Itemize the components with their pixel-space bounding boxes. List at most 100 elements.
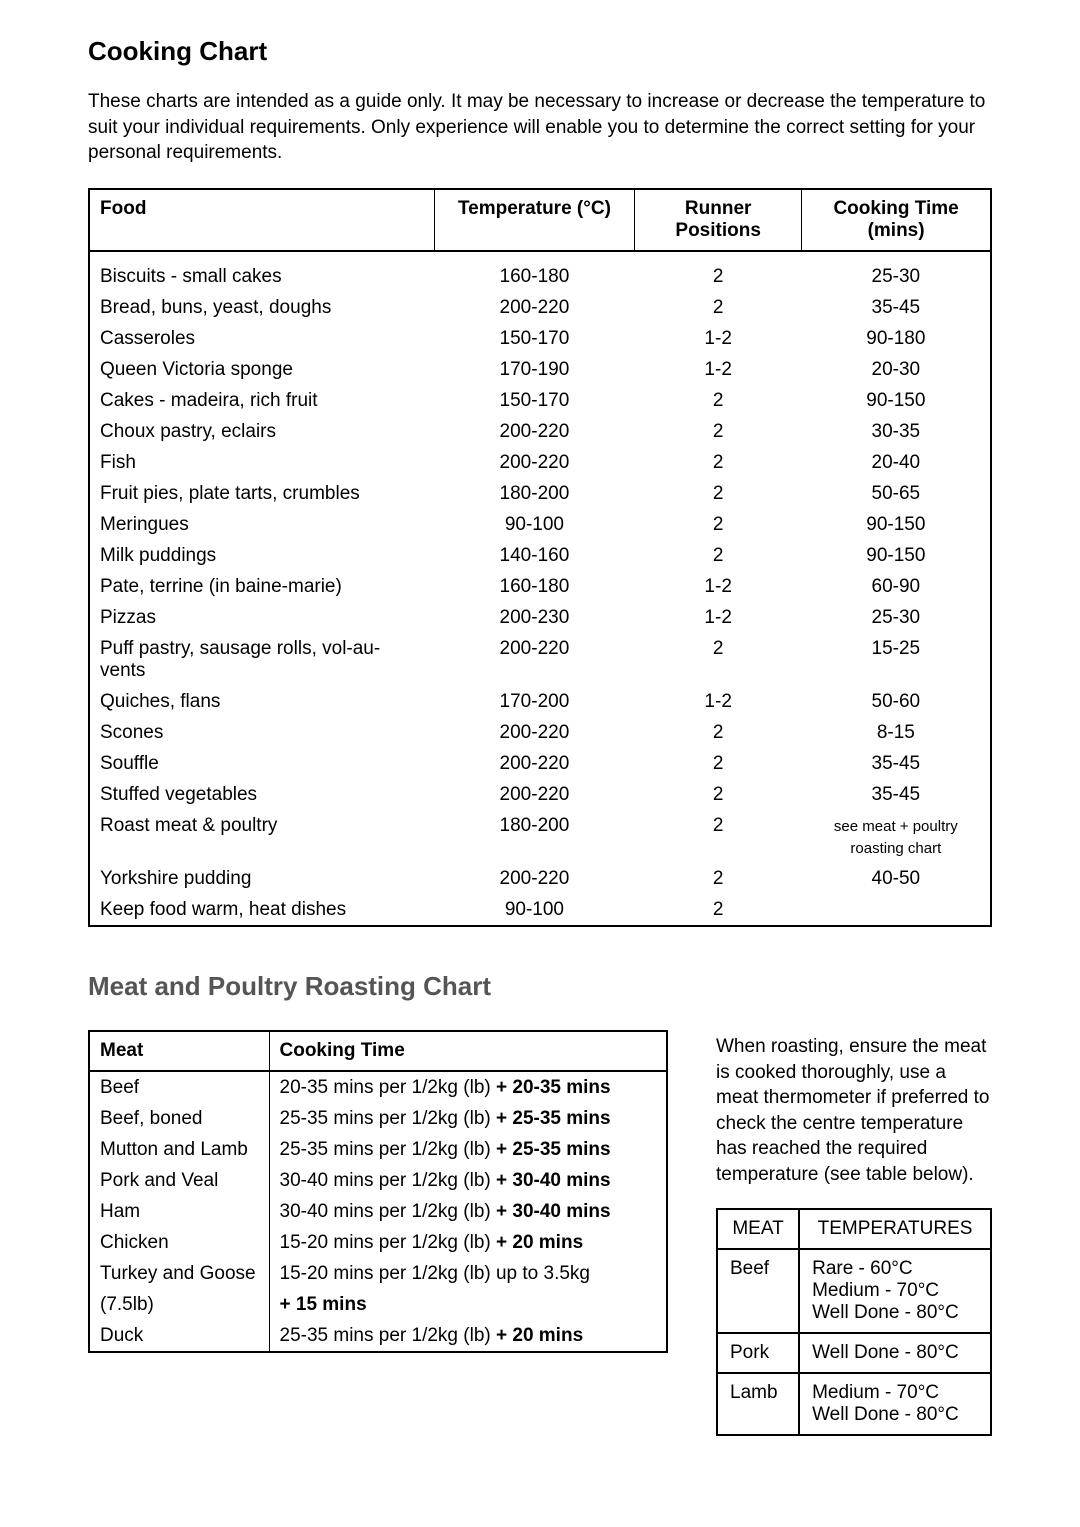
cell-pos: 2 bbox=[635, 261, 802, 292]
table-row: Souffle200-220235-45 bbox=[89, 748, 991, 779]
cell-time: 20-40 bbox=[802, 447, 991, 478]
table-row: Pizzas200-2301-225-30 bbox=[89, 602, 991, 633]
table-row: Queen Victoria sponge170-1901-220-30 bbox=[89, 354, 991, 385]
cell-meat: Beef, boned bbox=[89, 1103, 269, 1134]
temps-header-row: MEAT TEMPERATURES bbox=[717, 1209, 991, 1249]
meat-table-header-row: Meat Cooking Time bbox=[89, 1031, 667, 1071]
cell-cooking-time: 30-40 mins per 1/2kg (lb) + 30-40 mins bbox=[269, 1196, 667, 1227]
cell-time: 20-30 bbox=[802, 354, 991, 385]
cell-temp: 160-180 bbox=[434, 571, 634, 602]
table-row: Quiches, flans170-2001-250-60 bbox=[89, 686, 991, 717]
cell-pos: 2 bbox=[635, 509, 802, 540]
cell-food: Quiches, flans bbox=[89, 686, 434, 717]
cell-meat: (7.5lb) bbox=[89, 1289, 269, 1320]
cell-time: 90-150 bbox=[802, 385, 991, 416]
table-row: Casseroles150-1701-290-180 bbox=[89, 323, 991, 354]
table-row: Yorkshire pudding200-220240-50 bbox=[89, 863, 991, 894]
meat-table-wrap: Meat Cooking Time Beef20-35 mins per 1/2… bbox=[88, 1030, 668, 1353]
cell-time: 35-45 bbox=[802, 748, 991, 779]
cell-pos: 2 bbox=[635, 894, 802, 926]
cell-pos: 2 bbox=[635, 478, 802, 509]
cell-meat: Ham bbox=[89, 1196, 269, 1227]
table-row: Beef, boned25-35 mins per 1/2kg (lb) + 2… bbox=[89, 1103, 667, 1134]
cell-meat-name: Pork bbox=[717, 1333, 799, 1373]
meat-table: Meat Cooking Time Beef20-35 mins per 1/2… bbox=[88, 1030, 668, 1353]
cell-temp: 200-220 bbox=[434, 863, 634, 894]
cell-time: 40-50 bbox=[802, 863, 991, 894]
cell-temp: 170-200 bbox=[434, 686, 634, 717]
cell-food: Puff pastry, sausage rolls, vol-au-vents bbox=[89, 633, 434, 686]
cell-pos: 1-2 bbox=[635, 602, 802, 633]
cell-time: 35-45 bbox=[802, 292, 991, 323]
table-row: Biscuits - small cakes160-180225-30 bbox=[89, 261, 991, 292]
table-row: Milk puddings140-160290-150 bbox=[89, 540, 991, 571]
table-row: Roast meat & poultry180-2002see meat + p… bbox=[89, 810, 991, 863]
cell-pos: 1-2 bbox=[635, 354, 802, 385]
cell-time: 50-60 bbox=[802, 686, 991, 717]
cell-time: 90-180 bbox=[802, 323, 991, 354]
cell-food: Yorkshire pudding bbox=[89, 863, 434, 894]
cell-pos: 1-2 bbox=[635, 686, 802, 717]
table-row: Choux pastry, eclairs200-220230-35 bbox=[89, 416, 991, 447]
cell-temp: 90-100 bbox=[434, 509, 634, 540]
temps-table: MEAT TEMPERATURES BeefRare - 60°CMedium … bbox=[716, 1208, 992, 1436]
table-row: Duck25-35 mins per 1/2kg (lb) + 20 mins bbox=[89, 1320, 667, 1352]
cell-pos: 1-2 bbox=[635, 323, 802, 354]
intro-text: These charts are intended as a guide onl… bbox=[88, 89, 992, 166]
cell-temp: 180-200 bbox=[434, 478, 634, 509]
cell-food: Biscuits - small cakes bbox=[89, 261, 434, 292]
meat-col-meat: Meat bbox=[89, 1031, 269, 1071]
table-row: (7.5lb)+ 15 mins bbox=[89, 1289, 667, 1320]
table-row: LambMedium - 70°CWell Done - 80°C bbox=[717, 1373, 991, 1435]
cell-food: Keep food warm, heat dishes bbox=[89, 894, 434, 926]
page-title: Cooking Chart bbox=[88, 36, 992, 67]
cell-meat-name: Lamb bbox=[717, 1373, 799, 1435]
table-row: Ham30-40 mins per 1/2kg (lb) + 30-40 min… bbox=[89, 1196, 667, 1227]
table-spacer bbox=[89, 251, 991, 261]
cell-temps: Well Done - 80°C bbox=[799, 1333, 991, 1373]
cell-temp: 200-220 bbox=[434, 292, 634, 323]
cell-temps: Medium - 70°CWell Done - 80°C bbox=[799, 1373, 991, 1435]
table-row: PorkWell Done - 80°C bbox=[717, 1333, 991, 1373]
cell-cooking-time: + 15 mins bbox=[269, 1289, 667, 1320]
lower-section: Meat Cooking Time Beef20-35 mins per 1/2… bbox=[88, 1030, 992, 1436]
meat-col-time: Cooking Time bbox=[269, 1031, 667, 1071]
table-row: Meringues90-100290-150 bbox=[89, 509, 991, 540]
cell-time: 50-65 bbox=[802, 478, 991, 509]
table-row: BeefRare - 60°CMedium - 70°CWell Done - … bbox=[717, 1249, 991, 1333]
side-note: When roasting, ensure the meat is cooked… bbox=[716, 1034, 992, 1188]
cell-food: Queen Victoria sponge bbox=[89, 354, 434, 385]
cell-cooking-time: 25-35 mins per 1/2kg (lb) + 20 mins bbox=[269, 1320, 667, 1352]
cell-temp: 200-220 bbox=[434, 447, 634, 478]
cell-time: 35-45 bbox=[802, 779, 991, 810]
cell-time: 25-30 bbox=[802, 261, 991, 292]
cell-temp: 200-230 bbox=[434, 602, 634, 633]
cell-time: 30-35 bbox=[802, 416, 991, 447]
cell-pos: 2 bbox=[635, 717, 802, 748]
cell-temp: 200-220 bbox=[434, 779, 634, 810]
cell-meat: Pork and Veal bbox=[89, 1165, 269, 1196]
cell-temp: 90-100 bbox=[434, 894, 634, 926]
cell-pos: 1-2 bbox=[635, 571, 802, 602]
cell-meat: Mutton and Lamb bbox=[89, 1134, 269, 1165]
table-row: Mutton and Lamb25-35 mins per 1/2kg (lb)… bbox=[89, 1134, 667, 1165]
cell-meat: Chicken bbox=[89, 1227, 269, 1258]
cooking-col-temp: Temperature (°C) bbox=[434, 189, 634, 251]
cell-pos: 2 bbox=[635, 292, 802, 323]
cell-pos: 2 bbox=[635, 779, 802, 810]
cell-food: Casseroles bbox=[89, 323, 434, 354]
cell-food: Souffle bbox=[89, 748, 434, 779]
cell-food: Milk puddings bbox=[89, 540, 434, 571]
table-row: Pork and Veal30-40 mins per 1/2kg (lb) +… bbox=[89, 1165, 667, 1196]
cell-meat: Beef bbox=[89, 1071, 269, 1103]
temps-col-temps: TEMPERATURES bbox=[799, 1209, 991, 1249]
cell-time: 90-150 bbox=[802, 509, 991, 540]
cell-time: 25-30 bbox=[802, 602, 991, 633]
cell-pos: 2 bbox=[635, 633, 802, 686]
cell-food: Stuffed vegetables bbox=[89, 779, 434, 810]
cell-temps: Rare - 60°CMedium - 70°CWell Done - 80°C bbox=[799, 1249, 991, 1333]
cell-time: 8-15 bbox=[802, 717, 991, 748]
roasting-title: Meat and Poultry Roasting Chart bbox=[88, 971, 992, 1002]
cell-temp: 200-220 bbox=[434, 633, 634, 686]
cell-cooking-time: 15-20 mins per 1/2kg (lb) + 20 mins bbox=[269, 1227, 667, 1258]
